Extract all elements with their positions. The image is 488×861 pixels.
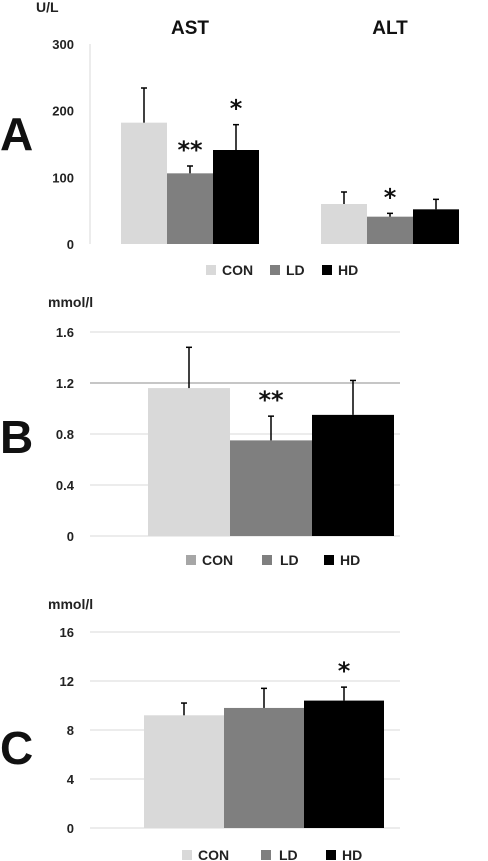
legend-swatch-hd-b — [324, 555, 334, 565]
y-tick-label-c-3: 12 — [60, 674, 74, 689]
legend-label-con-a: CON — [222, 262, 253, 278]
bar-b-group-hd — [312, 414, 394, 536]
legend-b: CON LD HD — [186, 552, 360, 568]
significance-label-b-0: ** — [258, 386, 284, 414]
y-tick-label-b-1: 0.4 — [56, 478, 75, 493]
plot-area-c: 0 4 8 12 16 * — [60, 625, 400, 836]
bar-a-ast-hd — [213, 150, 259, 244]
bar-a-ast-con — [121, 122, 167, 244]
panel-c: C mmol/l 0 4 8 12 16 * CON LD HD — [0, 596, 400, 861]
y-tick-label-a-2: 200 — [52, 104, 74, 119]
bar-b-group-ld — [230, 440, 312, 536]
legend-swatch-ld-a — [270, 265, 280, 275]
y-tick-label-a-3: 300 — [52, 37, 74, 52]
bar-a-alt-ld — [367, 216, 413, 244]
bar-c-group-ld — [224, 707, 304, 828]
legend-swatch-con-a — [206, 265, 216, 275]
legend-swatch-con-c — [182, 850, 192, 860]
bar-a-ast-ld — [167, 173, 213, 244]
panel-b: B mmol/l 0 0.4 0.8 1.2 1.6 ** CON LD HD — [0, 294, 400, 568]
y-tick-label-a-1: 100 — [52, 170, 74, 185]
legend-label-con-c: CON — [198, 847, 229, 861]
legend-swatch-con-b — [186, 555, 196, 565]
y-tick-label-c-4: 16 — [60, 625, 74, 640]
y-tick-label-b-4: 1.6 — [56, 325, 74, 340]
plot-area-b: 0 0.4 0.8 1.2 1.6 ** — [56, 325, 400, 544]
legend-label-hd-a: HD — [338, 262, 358, 278]
bar-a-alt-hd — [413, 209, 459, 244]
legend-a: CON LD HD — [206, 262, 358, 278]
panel-letter-a: A — [0, 108, 33, 160]
significance-label-a-2: * — [384, 183, 397, 211]
category-label-a-alt: ALT — [372, 18, 408, 39]
panel-letter-c: C — [0, 722, 33, 774]
bar-c-group-con — [144, 715, 224, 828]
legend-label-ld-c: LD — [279, 847, 298, 861]
legend-swatch-ld-b — [262, 555, 272, 565]
legend-label-ld-b: LD — [280, 552, 299, 568]
y-tick-label-b-0: 0 — [67, 529, 74, 544]
y-tick-label-c-2: 8 — [67, 723, 74, 738]
y-tick-label-b-3: 1.2 — [56, 376, 74, 391]
panel-letter-b: B — [0, 411, 33, 463]
legend-label-ld-a: LD — [286, 262, 305, 278]
bar-b-group-con — [148, 388, 230, 536]
y-tick-label-a-0: 0 — [67, 237, 74, 252]
significance-label-a-0: ** — [177, 136, 203, 164]
y-axis-unit-c: mmol/l — [48, 596, 93, 612]
y-tick-label-b-2: 0.8 — [56, 427, 74, 442]
legend-label-hd-b: HD — [340, 552, 360, 568]
bar-c-group-hd — [304, 700, 384, 828]
bar-a-alt-con — [321, 204, 367, 244]
category-label-a-ast: AST — [171, 18, 209, 39]
y-tick-label-c-0: 0 — [67, 821, 74, 836]
significance-label-a-1: * — [230, 95, 243, 123]
y-axis-unit-a: U/L — [36, 0, 59, 15]
legend-label-con-b: CON — [202, 552, 233, 568]
y-tick-label-c-1: 4 — [67, 772, 75, 787]
legend-swatch-hd-a — [322, 265, 332, 275]
legend-c: CON LD HD — [182, 847, 362, 861]
y-axis-unit-b: mmol/l — [48, 294, 93, 310]
legend-swatch-ld-c — [261, 850, 271, 860]
legend-swatch-hd-c — [326, 850, 336, 860]
legend-label-hd-c: HD — [342, 847, 362, 861]
significance-label-c-0: * — [338, 657, 351, 685]
